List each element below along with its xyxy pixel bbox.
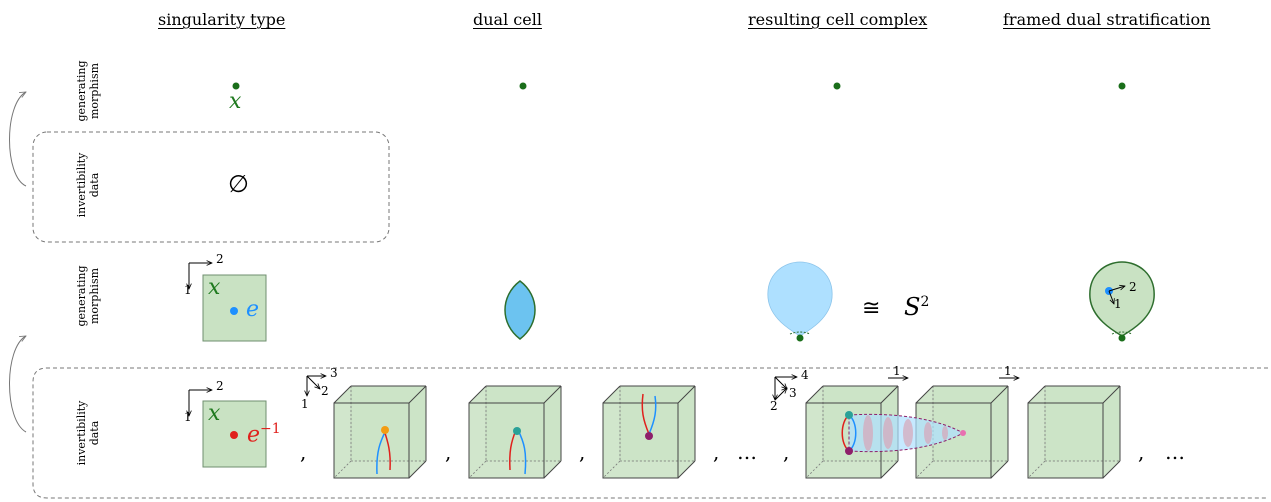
ellipsis-2: … — [1165, 440, 1185, 464]
ellipsis-1: … — [737, 440, 757, 464]
axes-3d — [307, 376, 326, 396]
comma-4: , — [713, 440, 720, 464]
axis4d-label-2: 2 — [770, 399, 778, 413]
bubble-tube — [841, 411, 966, 455]
axis-label-1-gen: 1 — [184, 283, 192, 297]
cube-3 — [602, 385, 696, 479]
row2-curved-arrow — [9, 336, 27, 433]
row1-invertibility-box — [32, 131, 390, 243]
framed-axis-1: 1 — [1114, 297, 1122, 311]
label-x-gen: x — [208, 275, 221, 300]
framed-balloon — [1089, 261, 1155, 337]
arrow-label-1b: 1 — [1004, 364, 1012, 378]
arrow-label-1a: 1 — [893, 364, 901, 378]
axes-4d — [775, 377, 797, 400]
axes-2d-gen — [189, 263, 212, 289]
cube-2 — [468, 385, 562, 479]
comma-3: , — [579, 440, 586, 464]
header-singularity-type: singularity type — [158, 10, 286, 29]
e-inverse-dot — [230, 431, 238, 439]
axis4d-label-4: 4 — [801, 368, 809, 382]
comma-2: , — [445, 440, 452, 464]
comma-1: , — [300, 440, 307, 464]
cube-1 — [333, 385, 427, 479]
cube-6 — [1027, 385, 1121, 479]
label-x-inv: x — [208, 401, 221, 426]
dual-cell-point — [519, 82, 527, 90]
inverse-square — [202, 400, 267, 468]
comma-5: , — [783, 440, 790, 464]
row1-curved-arrow — [9, 92, 27, 187]
label-e-inverse: e−1 — [247, 421, 281, 448]
axis-label-2-inv: 2 — [216, 379, 224, 393]
sphere-basepoint — [796, 334, 804, 342]
row2-invertibility-box — [32, 367, 1268, 499]
cell-complex-point — [833, 82, 841, 90]
sphere-label: S2 — [904, 293, 930, 321]
dual-cell-lens — [504, 280, 536, 340]
comma-6: , — [1138, 440, 1145, 464]
framed-basepoint — [1118, 334, 1126, 342]
axis4d-label-3: 3 — [789, 386, 797, 400]
axis3d-label-1: 1 — [301, 397, 309, 411]
e-dot — [230, 307, 238, 315]
sphere-balloon — [767, 261, 833, 337]
point-x-dot — [232, 82, 240, 90]
framed-axis-2: 2 — [1129, 280, 1137, 294]
header-framed-dual-stratification: framed dual stratification — [1003, 10, 1211, 29]
header-resulting-cell-complex: resulting cell complex — [748, 10, 928, 29]
label-x-point: x — [229, 89, 242, 114]
axis-label-2-gen: 2 — [216, 252, 224, 266]
label-e: e — [246, 297, 260, 322]
cong-symbol: ≅ — [862, 296, 881, 321]
header-dual-cell: dual cell — [473, 10, 542, 29]
axis3d-label-3: 3 — [330, 366, 338, 380]
axis-label-1-inv: 1 — [184, 410, 192, 424]
framed-point — [1118, 82, 1126, 90]
axes-2d-inv — [189, 390, 212, 416]
empty-set: ∅ — [228, 170, 249, 198]
axis3d-label-2: 2 — [321, 384, 329, 398]
